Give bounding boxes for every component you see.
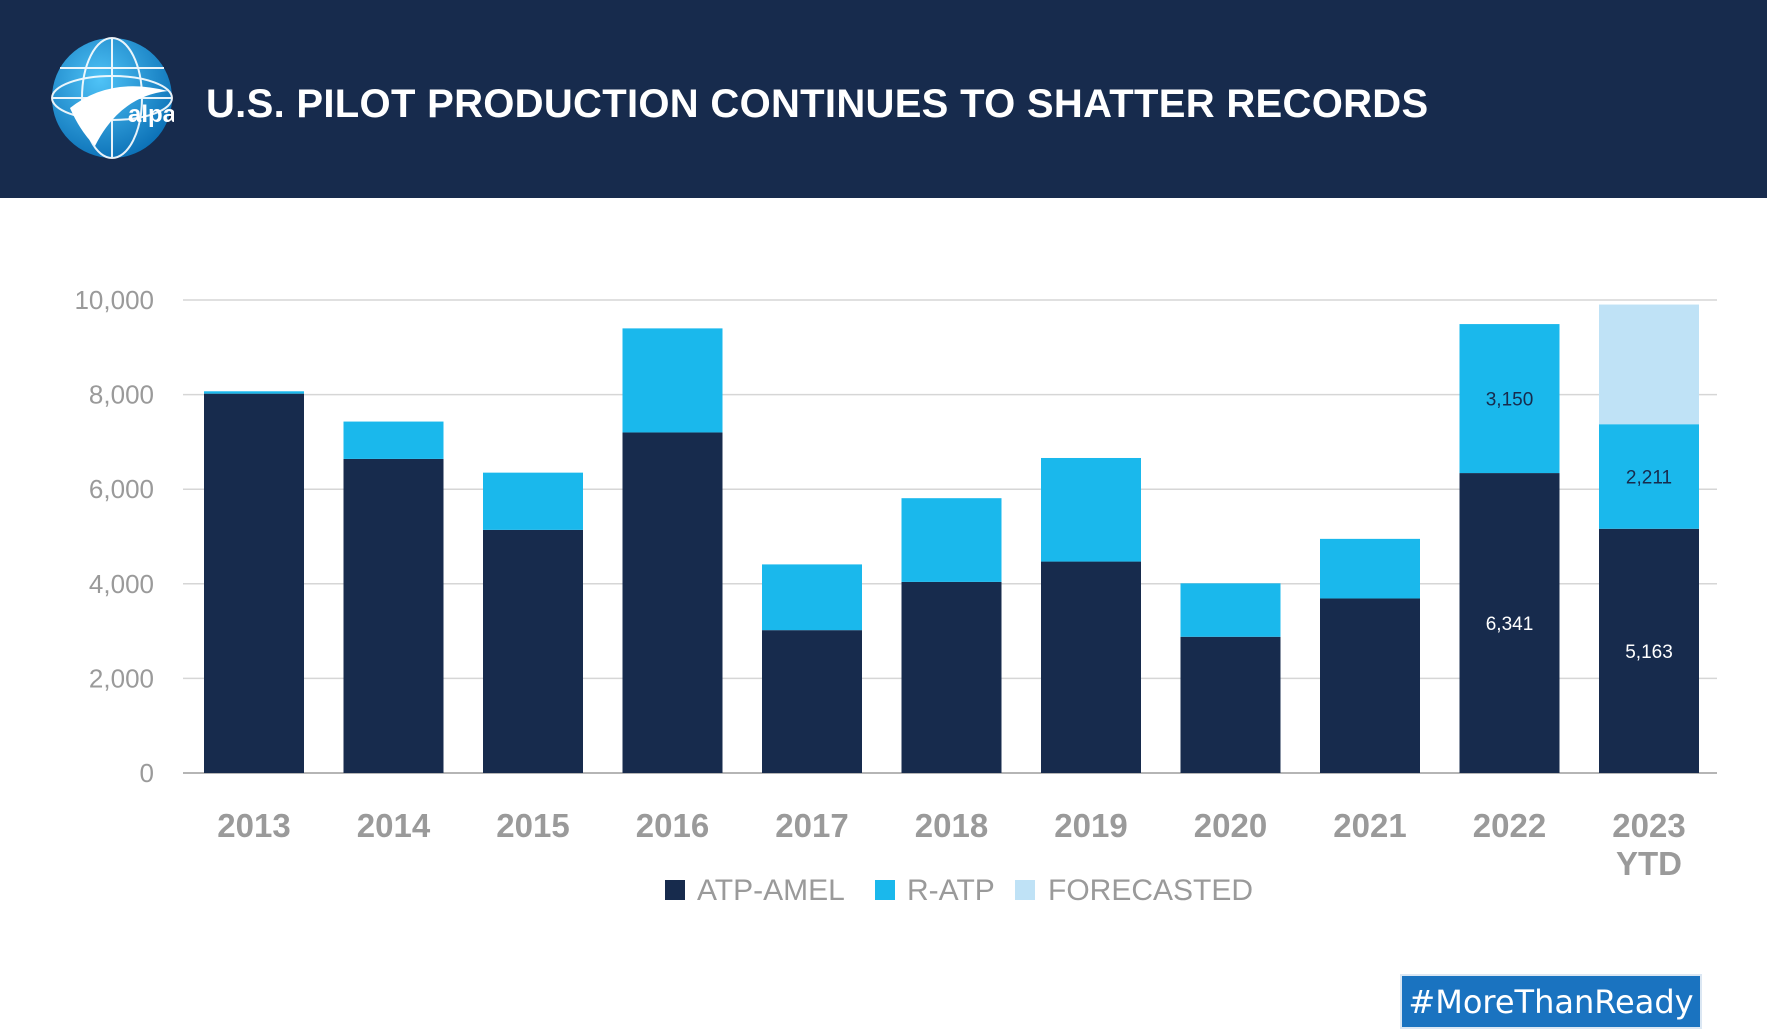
bar-atp-amel-8 bbox=[1320, 598, 1420, 773]
x-tick-label: 2021 bbox=[1333, 807, 1406, 844]
bar-r-atp-2 bbox=[483, 472, 583, 530]
y-tick-label: 4,000 bbox=[89, 569, 154, 599]
x-tick-label: 2014 bbox=[357, 807, 431, 844]
legend-swatch bbox=[1015, 880, 1035, 900]
bar-forecasted-10 bbox=[1599, 304, 1699, 425]
bar-atp-amel-10 bbox=[1599, 528, 1699, 773]
data-label: 5,163 bbox=[1625, 642, 1673, 663]
bar-r-atp-1 bbox=[343, 421, 444, 459]
legend-swatch bbox=[875, 880, 895, 900]
legend-label: FORECASTED bbox=[1048, 874, 1253, 907]
bar-r-atp-9 bbox=[1459, 324, 1560, 474]
bar-atp-amel-1 bbox=[343, 458, 444, 773]
bar-r-atp-3 bbox=[622, 328, 723, 433]
legend-label: R-ATP bbox=[907, 874, 995, 907]
y-tick-label: 6,000 bbox=[89, 474, 154, 504]
bar-r-atp-7 bbox=[1180, 583, 1281, 637]
bar-atp-amel-6 bbox=[1041, 561, 1141, 773]
x-tick-label: 2023 bbox=[1612, 807, 1685, 844]
x-tick-label: YTD bbox=[1616, 845, 1682, 882]
x-tick-label: 2019 bbox=[1054, 807, 1127, 844]
y-tick-label: 0 bbox=[140, 758, 154, 788]
bar-atp-amel-7 bbox=[1180, 636, 1281, 773]
header-banner: alpa U.S. PILOT PRODUCTION CONTINUES TO … bbox=[0, 0, 1767, 198]
bar-r-atp-10 bbox=[1599, 424, 1699, 529]
bar-r-atp-6 bbox=[1041, 457, 1141, 562]
stacked-bar-chart: 0 2,000 4,000 6,000 8,000 10,000 2013 2014 2015 2… bbox=[74, 285, 1717, 907]
x-tick-label: 2016 bbox=[636, 807, 709, 844]
data-label: 6,341 bbox=[1486, 614, 1534, 635]
bar-atp-amel-0 bbox=[204, 393, 304, 773]
x-tick-label: 2020 bbox=[1194, 807, 1267, 844]
bar-r-atp-8 bbox=[1320, 538, 1420, 599]
bar-atp-amel-2 bbox=[483, 529, 583, 773]
x-tick-label: 2013 bbox=[217, 807, 290, 844]
data-label: 2,211 bbox=[1626, 467, 1672, 488]
bar-atp-amel-3 bbox=[622, 432, 723, 773]
y-tick-label: 8,000 bbox=[89, 380, 154, 410]
x-tick-label: 2022 bbox=[1473, 807, 1546, 844]
data-label: 3,150 bbox=[1486, 390, 1534, 411]
x-tick-label: 2018 bbox=[915, 807, 988, 844]
bar-atp-amel-9 bbox=[1459, 473, 1560, 773]
bar-atp-amel-5 bbox=[901, 581, 1002, 773]
bar-r-atp-5 bbox=[901, 498, 1002, 582]
y-tick-label: 2,000 bbox=[89, 663, 154, 693]
x-tick-label: 2017 bbox=[775, 807, 848, 844]
legend-label: ATP-AMEL bbox=[697, 874, 845, 907]
legend-swatch bbox=[665, 880, 685, 900]
y-tick-label: 10,000 bbox=[74, 285, 154, 315]
bar-r-atp-4 bbox=[762, 564, 862, 631]
logo-text: alpa bbox=[128, 101, 174, 128]
page-title: U.S. PILOT PRODUCTION CONTINUES TO SHATT… bbox=[206, 82, 1429, 126]
x-tick-label: 2015 bbox=[496, 807, 569, 844]
alpa-logo: alpa bbox=[51, 37, 174, 159]
bar-atp-amel-4 bbox=[762, 630, 862, 773]
hashtag-badge[interactable]: #MoreThanReady bbox=[1400, 974, 1702, 1029]
bar-r-atp-0 bbox=[204, 391, 304, 394]
